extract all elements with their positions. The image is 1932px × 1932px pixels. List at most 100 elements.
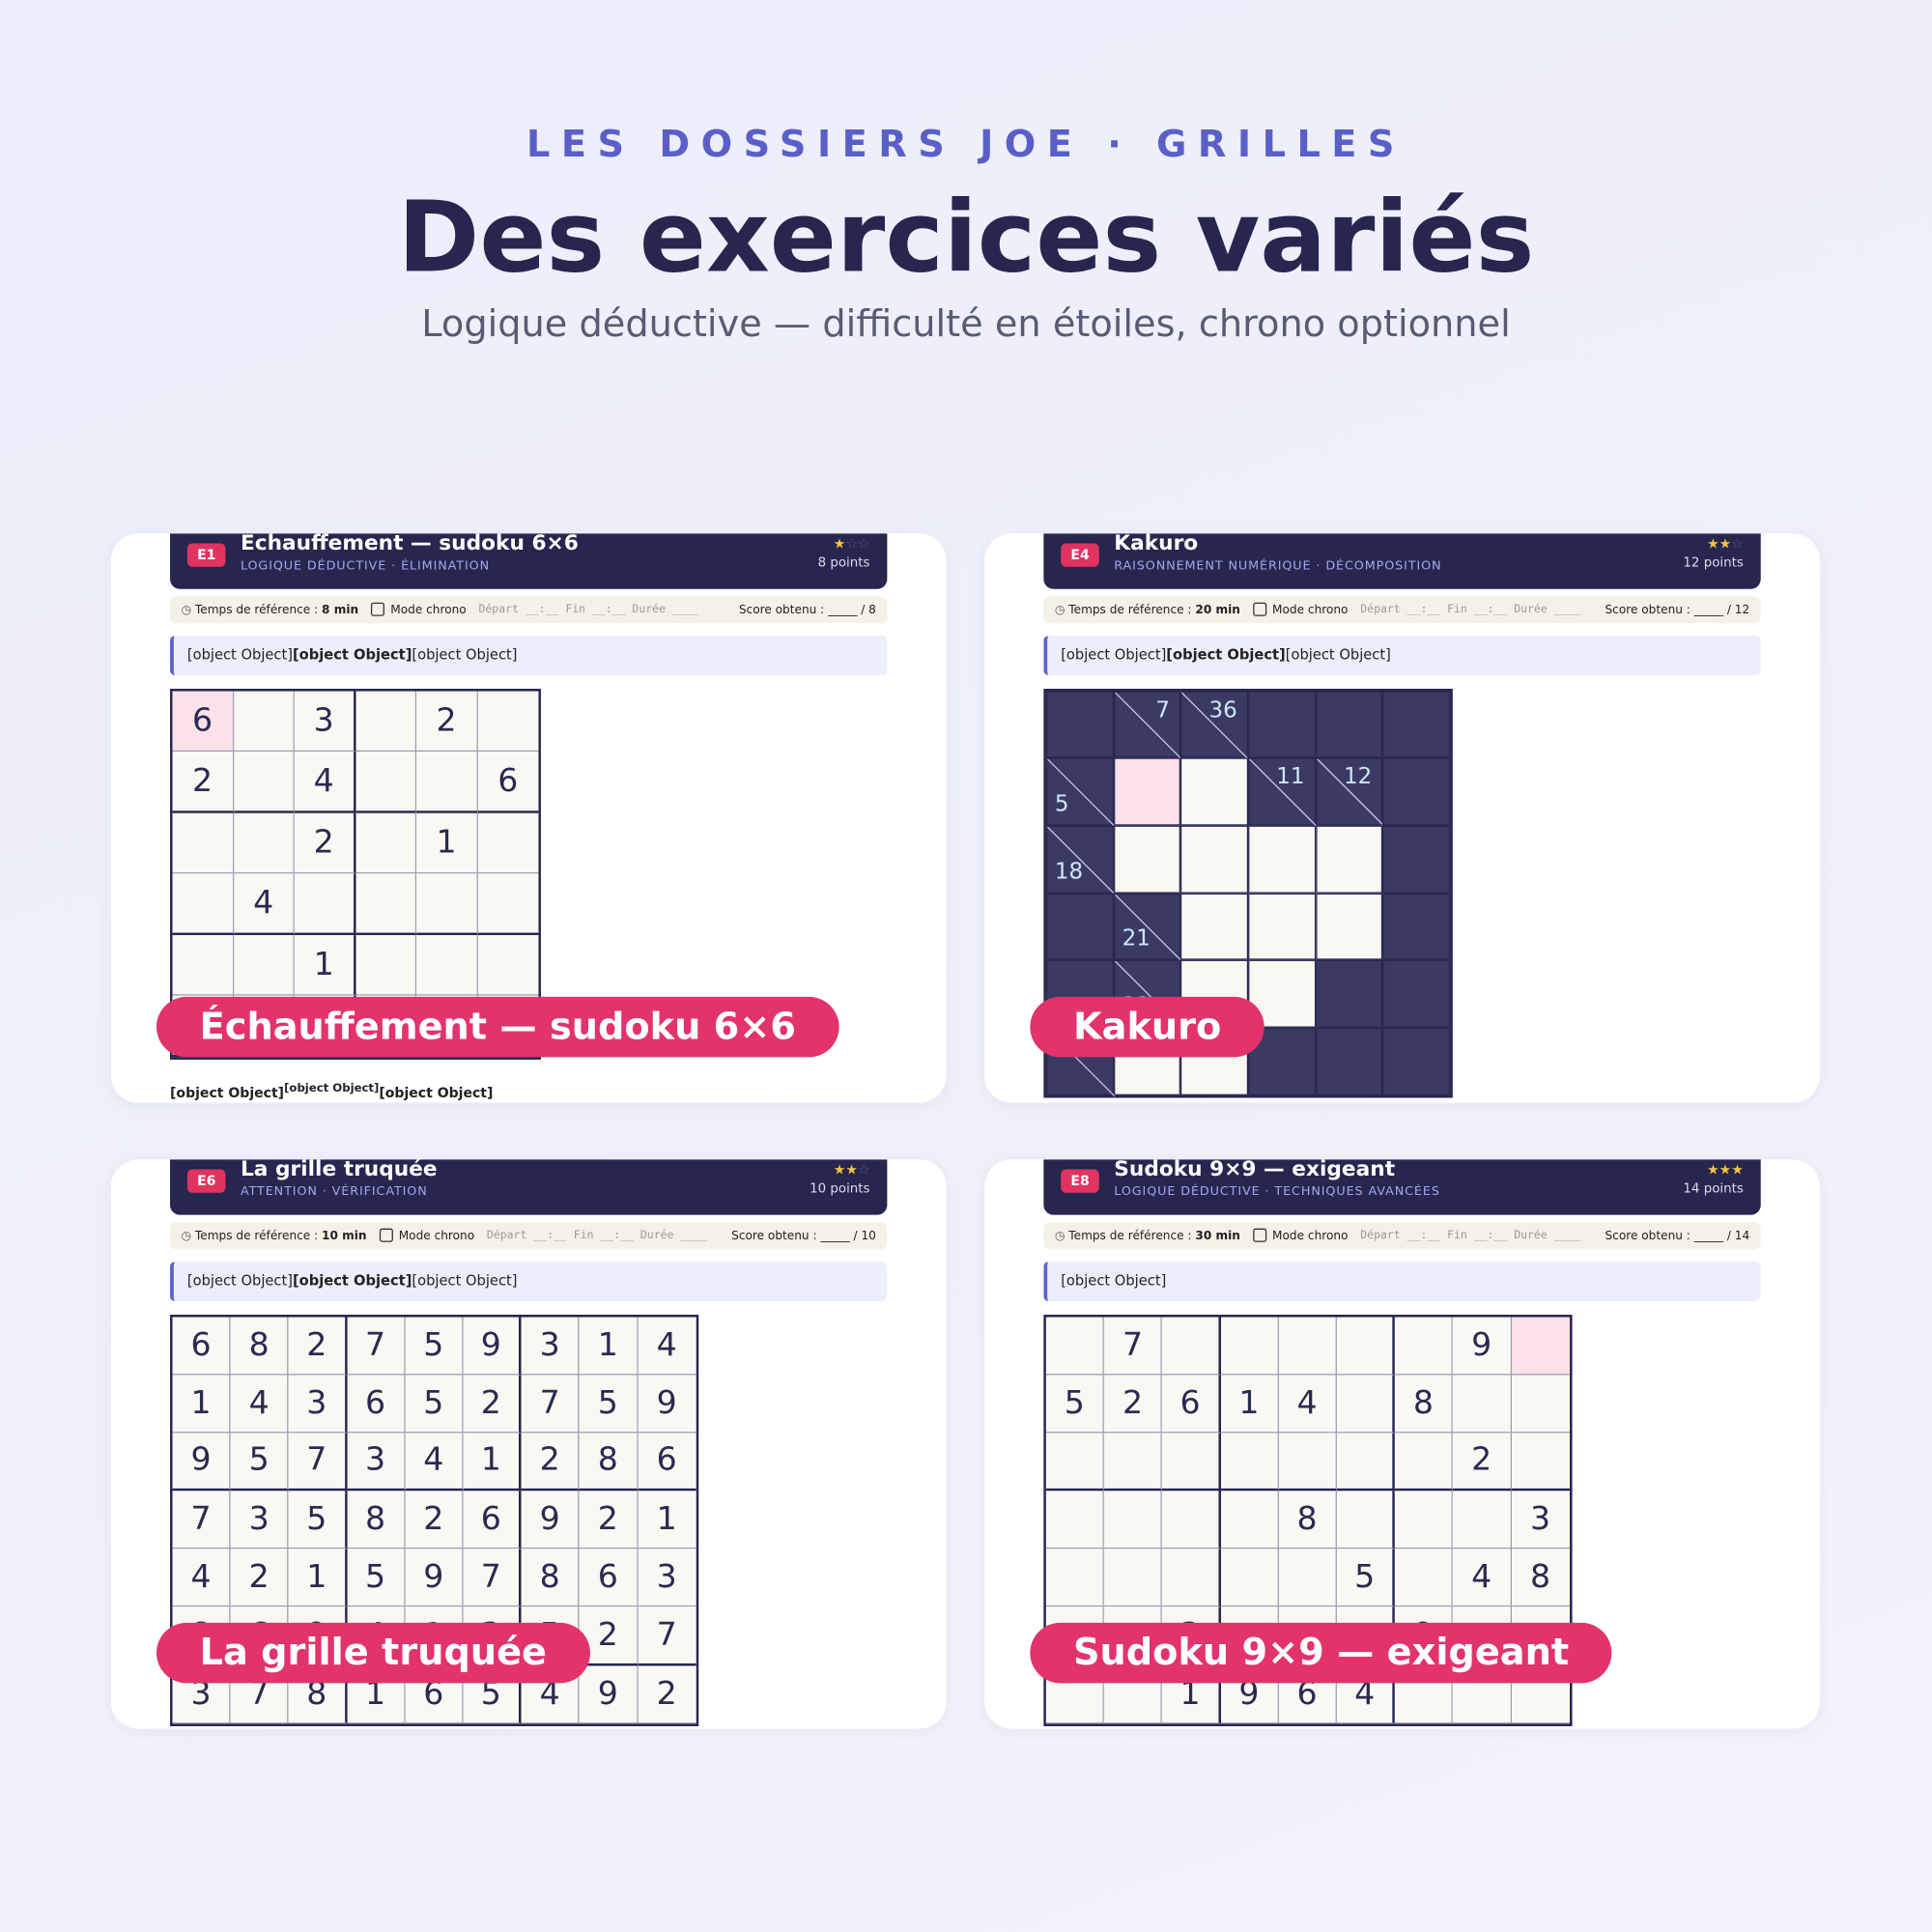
grid-cell: 1 [1220,1375,1279,1434]
grid-cell [477,690,539,753]
stars-filled: ★ [833,535,846,553]
clue-down: 7 [1155,696,1170,724]
grid-cell: 2 [638,1665,696,1724]
exercise-skills: ATTENTION · VÉRIFICATION [240,1185,428,1200]
time-label: Temps de référence : [1068,1229,1192,1243]
grid-cell [1315,690,1383,758]
score-field: Score obtenu : _____ / 10 [731,1229,876,1243]
grid-cell [1113,825,1181,894]
grid-cell: 12 [1315,757,1384,827]
reference-time: Temps de référence : 30 min [1055,1229,1240,1242]
checkbox[interactable] [370,602,384,616]
question-text: [object Object] [170,1084,285,1101]
grid-cell [1395,1548,1454,1607]
checkbox[interactable] [379,1228,393,1242]
meta-row: Temps de référence : 10 min Mode chrono Dé… [170,1222,888,1250]
grid-cell: 4 [405,1433,464,1492]
grid-cell [1220,1491,1279,1549]
points: 12 points [1683,555,1744,571]
grid-cell [1382,1027,1451,1095]
grid-cell [233,812,295,874]
grid-cell [1045,893,1114,960]
instructions: [object Object][object Object][object Ob… [170,636,888,675]
instructions: [object Object][object Object][object Ob… [1043,636,1761,675]
meta-row: Temps de référence : 8 min Mode chrono Dép… [170,596,888,624]
stars-filled: ★★ [1707,535,1732,553]
clue-diagonal [1114,894,1182,962]
grid-cell [1220,1433,1279,1492]
grid-cell: 3 [230,1491,289,1549]
grid-cell: 2 [230,1548,289,1607]
exercise-code: E6 [186,1169,226,1193]
grid-cell [1278,1433,1337,1492]
instruction-text: [object Object] [1061,1271,1167,1290]
stars: ★☆☆ [818,536,870,553]
timing-fields: Départ __:__ Fin __:__ Durée ____ [478,603,699,616]
grid-cell [1045,1433,1105,1492]
grid-cell [416,752,478,813]
grid-cell [477,812,539,874]
grid-cell: 9 [172,1433,231,1492]
grid-cell: 7 [638,1606,696,1666]
grid-cell [1511,1316,1570,1376]
chrono-toggle[interactable]: Mode chrono [379,1228,474,1243]
grid-cell: 6 [579,1548,639,1607]
grid-cell [477,873,539,935]
grid-cell [233,690,295,753]
grid-cell: 9 [638,1375,696,1434]
checkbox[interactable] [1252,1228,1266,1242]
grid-cell: 8 [1395,1375,1454,1434]
points: 14 points [1683,1181,1744,1197]
grid-cell: 9 [579,1665,639,1724]
meta-row: Temps de référence : 30 min Mode chrono Dé… [1043,1222,1761,1250]
card-label: Kakuro [1030,996,1264,1058]
grid-cell [1382,825,1451,894]
card-label: Échauffement — sudoku 6×6 [156,996,839,1058]
grid-cell: 1 [288,1548,348,1607]
checkbox[interactable] [1252,602,1266,616]
grid-cell: 2 [579,1491,639,1549]
grid-cell: 2 [463,1375,522,1434]
difficulty: ★★☆ 10 points [810,1159,870,1197]
grid-cell: 9 [521,1491,580,1549]
grid-cell: 8 [347,1491,406,1549]
grid-cell: 1 [638,1491,696,1549]
time-label: Temps de référence : [194,1229,319,1243]
grid-cell [1162,1433,1221,1492]
grid-cell: 1 [416,812,478,874]
grid-cell [1453,1491,1512,1549]
kicker: LES DOSSIERS JOE · GRILLES [526,123,1406,167]
chrono-toggle[interactable]: Mode chrono [1252,1228,1348,1243]
difficulty: ★★★ 14 points [1683,1159,1744,1197]
chrono-toggle[interactable]: Mode chrono [370,602,467,617]
title-block: Sudoku 9×9 — exigeant LOGIQUE DÉDUCTIVE ·… [1114,1159,1440,1199]
grid-cell: 8 [521,1548,580,1607]
grid-cell [1336,1316,1396,1376]
grid-cell [1248,825,1316,894]
grid-cell: 5 [288,1491,348,1549]
grid-cell: 5 [347,1548,406,1607]
grid-cell: 6 [477,752,539,813]
grid-cell [1104,1433,1163,1492]
grid-cell [1315,959,1383,1028]
difficulty: ★☆☆ 8 points [818,533,870,571]
grid-cell: 2 [405,1491,464,1549]
grid-cell: 4 [233,873,295,935]
chrono-toggle[interactable]: Mode chrono [1252,602,1348,617]
exercise-header: E1 Échauffement — sudoku 6×6 LOGIQUE DÉDUC… [170,533,888,589]
grid-cell [1180,893,1249,960]
exercise-header: E6 La grille truquée ATTENTION · VÉRIFICAT… [170,1159,888,1215]
grid-cell: 1 [579,1316,639,1376]
reference-time: Temps de référence : 8 min [181,603,358,616]
instruction-text: [object Object] [1285,645,1391,664]
grid-cell [1395,1433,1454,1492]
grid-cell: 4 [1453,1548,1512,1607]
exercise-card: E6 La grille truquée ATTENTION · VÉRIFICAT… [110,1159,947,1729]
grid-cell: 36 [1180,690,1250,759]
exercise-title: Sudoku 9×9 — exigeant [1114,1159,1396,1182]
exercise-code: E8 [1061,1169,1099,1193]
grid-cell: 5 [230,1433,289,1492]
grid-cell: 11 [1248,757,1318,827]
stars: ★★☆ [810,1162,870,1179]
